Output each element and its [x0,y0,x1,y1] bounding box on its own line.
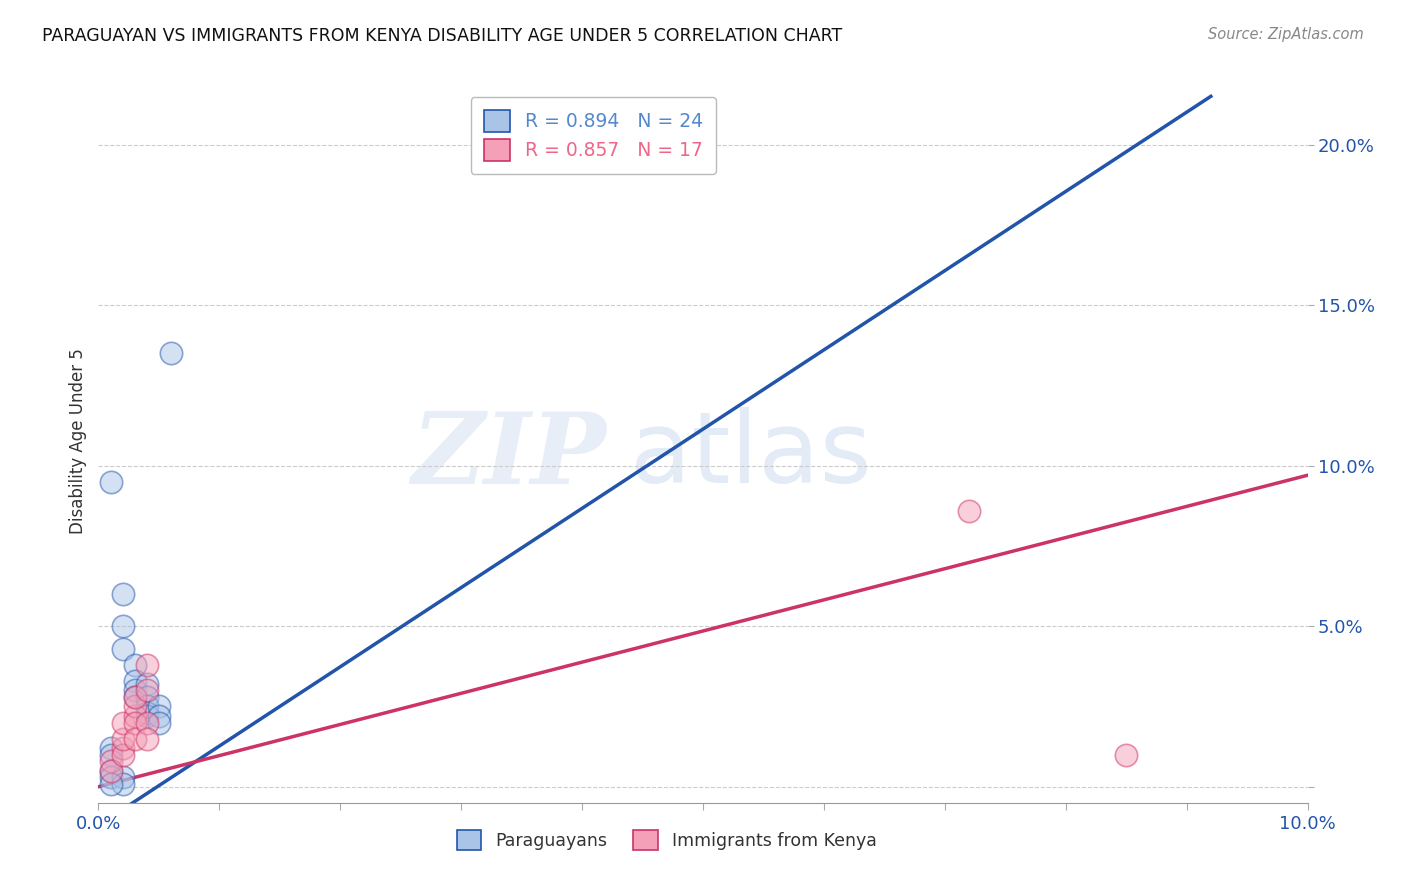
Point [111,770,134,784]
Legend: Paraguayans, Immigrants from Kenya: Paraguayans, Immigrants from Kenya [449,822,884,859]
Point [111,741,134,756]
Point [111,776,134,790]
Point [135,706,157,720]
Point [135,731,157,746]
Point [111,715,134,730]
Point [100,747,122,762]
Point [135,657,157,672]
Point [124,657,146,672]
Point [135,677,157,691]
Point [100,741,122,756]
Point [124,731,146,746]
Point [124,690,146,704]
Point [111,731,134,746]
Point [124,709,146,723]
Point [957,503,980,517]
Point [160,346,183,360]
Point [111,641,134,656]
Point [148,699,170,714]
Point [100,770,122,784]
Point [111,747,134,762]
Point [100,764,122,778]
Point [100,776,122,790]
Point [124,683,146,698]
Text: ZIP: ZIP [412,408,606,504]
Y-axis label: Disability Age Under 5: Disability Age Under 5 [69,349,87,534]
Point [135,683,157,698]
Point [148,709,170,723]
Point [111,587,134,601]
Text: PARAGUAYAN VS IMMIGRANTS FROM KENYA DISABILITY AGE UNDER 5 CORRELATION CHART: PARAGUAYAN VS IMMIGRANTS FROM KENYA DISA… [42,27,842,45]
Point [124,699,146,714]
Point [135,709,157,723]
Point [124,715,146,730]
Point [100,754,122,768]
Point [135,699,157,714]
Point [100,764,122,778]
Text: Source: ZipAtlas.com: Source: ZipAtlas.com [1208,27,1364,42]
Point [135,715,157,730]
Point [148,715,170,730]
Point [100,475,122,489]
Text: atlas: atlas [630,408,872,505]
Point [1115,747,1137,762]
Point [124,673,146,688]
Point [135,690,157,704]
Point [111,619,134,633]
Point [124,690,146,704]
